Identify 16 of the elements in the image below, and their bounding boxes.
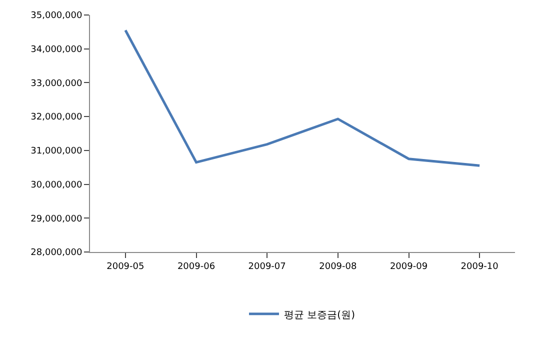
y-tick-label: 30,000,000: [30, 180, 82, 190]
y-tick-label: 28,000,000: [30, 248, 82, 258]
x-tick-label: 2009-08: [319, 262, 357, 272]
y-tick-label: 31,000,000: [30, 146, 82, 157]
x-tick-label: 2009-09: [390, 262, 428, 272]
y-tick-label: 29,000,000: [30, 214, 82, 224]
y-tick-label: 35,000,000: [30, 11, 82, 22]
y-tick-label: 34,000,000: [30, 45, 82, 56]
legend-label: 평균 보증금(원): [284, 310, 356, 321]
y-tick-label: 32,000,000: [30, 112, 82, 123]
x-tick-label: 2009-10: [460, 262, 499, 272]
y-tick-label: 33,000,000: [30, 78, 82, 89]
x-tick-label: 2009-05: [106, 262, 144, 272]
x-tick-label: 2009-07: [248, 262, 286, 272]
line-series: [124, 28, 481, 167]
x-tick-label: 2009-06: [177, 262, 216, 272]
